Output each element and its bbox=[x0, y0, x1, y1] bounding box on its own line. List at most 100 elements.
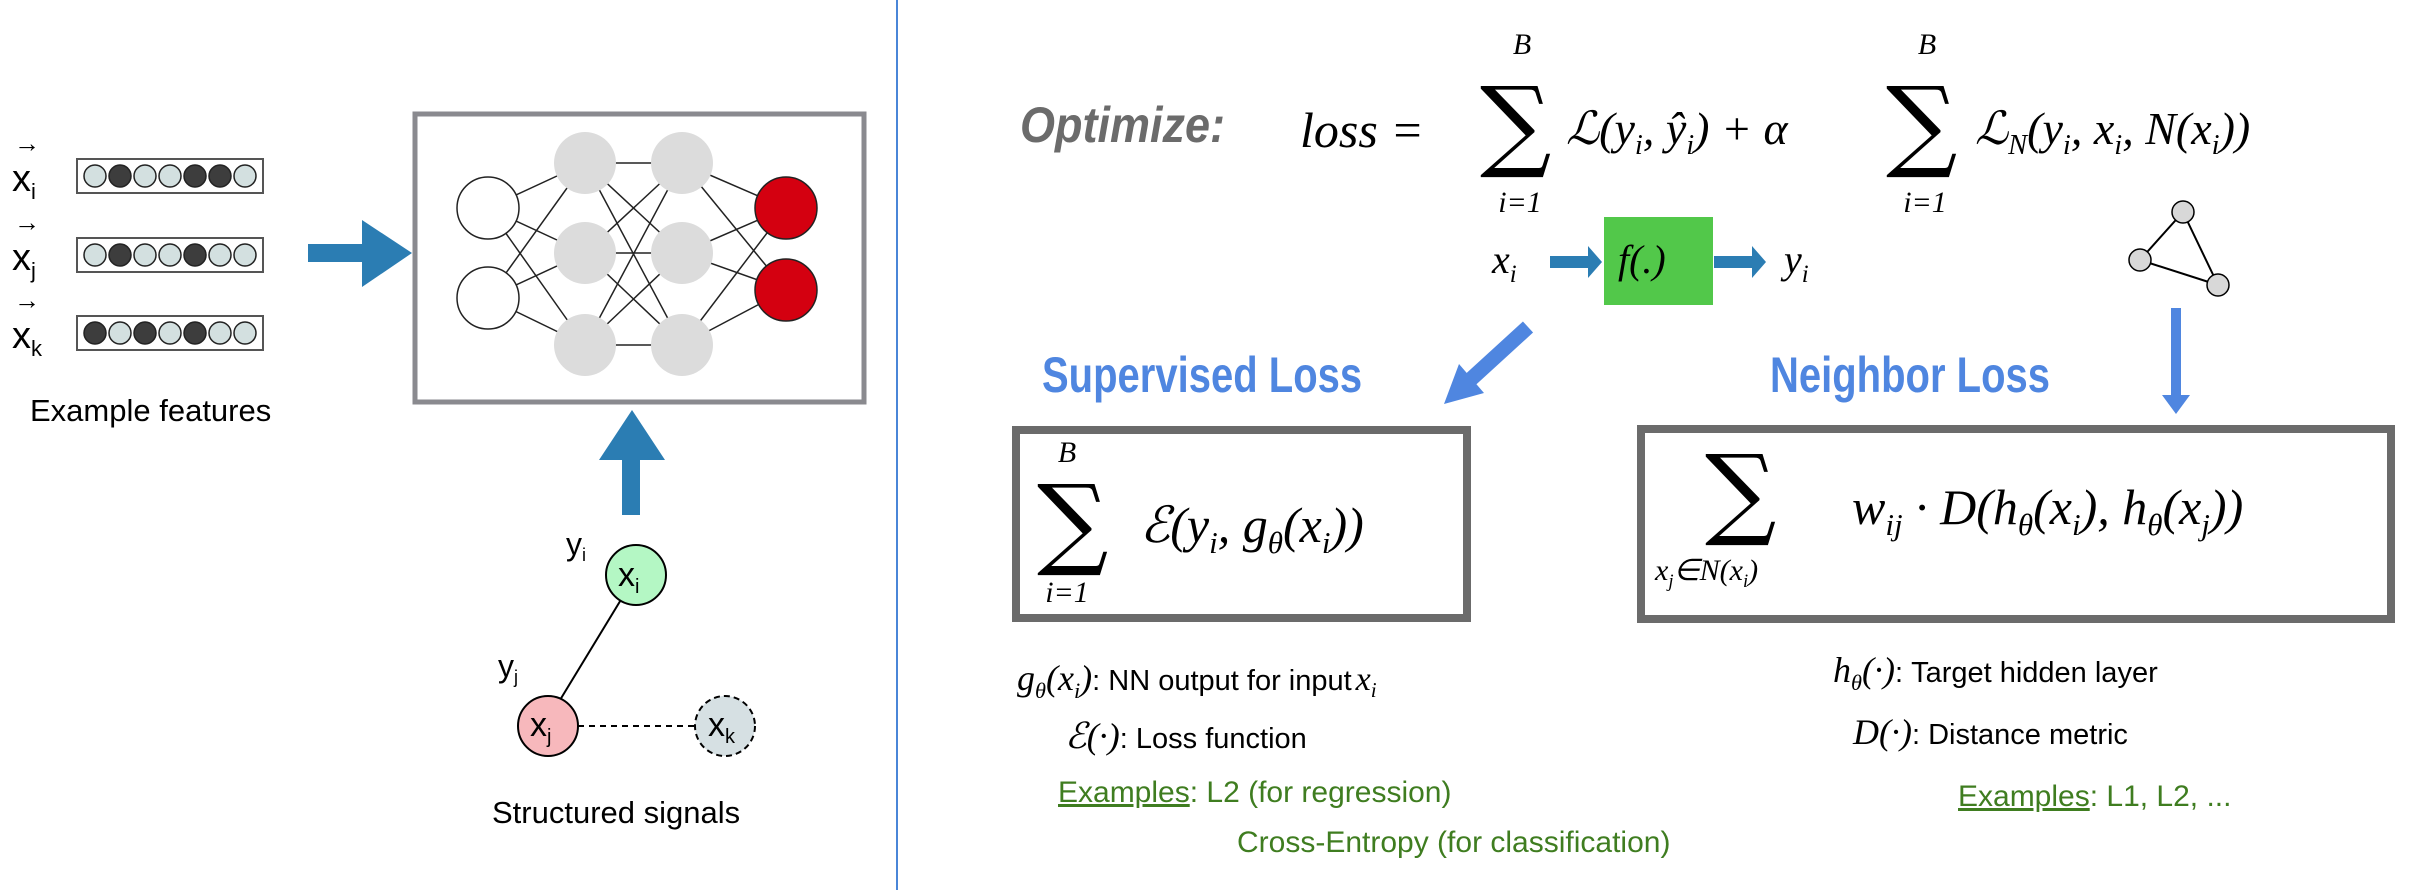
vector-symbol: x bbox=[12, 315, 31, 357]
neighbor-sum-icon: ∑ bbox=[1705, 433, 1777, 550]
hidden-node-1 bbox=[554, 132, 616, 194]
hidden-node-2 bbox=[651, 222, 713, 284]
graph-node-i-label: xi bbox=[618, 556, 640, 598]
math-text: , x bbox=[2070, 103, 2115, 154]
hidden-node-1 bbox=[554, 222, 616, 284]
math-text: h bbox=[1833, 650, 1851, 690]
feature-vectors bbox=[76, 158, 264, 351]
note-text: : Distance metric bbox=[1911, 719, 2128, 751]
neural-network-box bbox=[412, 111, 867, 405]
supervised-examples: Examples: L2 (for regression) bbox=[1058, 778, 1452, 808]
examples-text: : L1, L2, ... bbox=[2089, 780, 2232, 813]
examples-label: Examples bbox=[1058, 776, 1190, 809]
math-text: ℒ(y bbox=[1566, 103, 1635, 154]
examples-label: Examples bbox=[1958, 780, 2090, 813]
feature-off bbox=[133, 243, 157, 267]
math-text: w bbox=[1852, 479, 1886, 535]
graph-node-k-label: xk bbox=[708, 706, 735, 748]
math-subscript: i bbox=[1801, 260, 1809, 288]
vector-arrow-icon: → bbox=[14, 128, 40, 158]
supervised-examples-second: Cross-Entropy (for classification) bbox=[1237, 826, 1671, 859]
feature-on bbox=[208, 164, 232, 188]
math-subscript: j bbox=[1668, 570, 1674, 592]
math-text: x bbox=[1492, 237, 1510, 282]
neighbor-loss-box bbox=[1637, 425, 2395, 623]
graph-node-j-label: xj bbox=[530, 706, 552, 748]
vector-symbol: x bbox=[12, 237, 31, 279]
math-subscript: i bbox=[2211, 129, 2220, 161]
feature-off bbox=[233, 321, 257, 345]
math-subscript: i bbox=[1686, 129, 1695, 161]
sum1-lower: i=1 bbox=[1498, 186, 1542, 219]
math-text: (x bbox=[1282, 497, 1322, 553]
feature-off bbox=[108, 321, 132, 345]
math-subscript: N bbox=[2008, 129, 2028, 161]
math-subscript: i bbox=[1073, 677, 1081, 703]
sum2-icon: ∑ bbox=[1886, 65, 1958, 182]
feature-off bbox=[233, 164, 257, 188]
hidden-node-1 bbox=[554, 314, 616, 376]
math-text: x bbox=[1355, 661, 1371, 698]
note-h-theta: hθ(·): Target hidden layer bbox=[1833, 650, 2158, 693]
graph-node-i bbox=[605, 544, 667, 606]
output-node bbox=[754, 258, 818, 322]
graph-label-yj: yj bbox=[498, 648, 518, 688]
supervised-arrow-icon bbox=[1444, 364, 1484, 404]
vector-arrow-icon: → bbox=[14, 207, 40, 237]
math-subscript: i bbox=[1370, 678, 1377, 703]
supervised-sum-icon: ∑ bbox=[1037, 463, 1109, 580]
feature-vector-label: → xj bbox=[12, 209, 40, 281]
loss-term-supervised: ℒ(yi, ŷi) + α bbox=[1566, 103, 1788, 160]
math-subscript: i bbox=[2071, 506, 2081, 542]
note-trailing: xi bbox=[1355, 661, 1377, 701]
math-text: )) bbox=[2209, 479, 2244, 535]
math-subscript: θ bbox=[2017, 506, 2034, 542]
math-text: y bbox=[1784, 237, 1802, 282]
feature-off bbox=[83, 243, 107, 267]
input-node bbox=[456, 176, 520, 240]
feature-off bbox=[233, 243, 257, 267]
examples-first: : L2 (for regression) bbox=[1189, 776, 1452, 809]
math-text: D(·) bbox=[1853, 712, 1912, 752]
feature-off bbox=[158, 321, 182, 345]
graph-node-j bbox=[517, 695, 579, 757]
flow-output: yi bbox=[1784, 237, 1809, 287]
neighbor-arrow-shaft bbox=[2171, 308, 2181, 396]
note-distance-metric: D(·): Distance metric bbox=[1853, 714, 2128, 750]
graph-label-yi: yi bbox=[566, 526, 586, 566]
neighbor-sum-lower: xj∈N(xi) bbox=[1655, 554, 1759, 591]
math-subscript: i bbox=[1634, 129, 1643, 161]
math-text: ), h bbox=[2080, 479, 2148, 535]
math-text: ) bbox=[1748, 554, 1759, 587]
hidden-node-2 bbox=[651, 314, 713, 376]
note-symbol: ℰ(·) bbox=[1065, 716, 1120, 756]
math-subscript: i bbox=[1209, 524, 1218, 560]
neural-network bbox=[456, 132, 818, 376]
neighbor-examples: Examples: L1, L2, ... bbox=[1958, 782, 2231, 812]
supervised-loss-formula: ℰ(yi, gθ(xi)) bbox=[1140, 497, 1364, 558]
math-subscript: j bbox=[2201, 506, 2210, 542]
feature-on bbox=[133, 321, 157, 345]
feature-vector-label: → xk bbox=[12, 287, 42, 359]
flow-arrow-in-icon bbox=[1550, 246, 1602, 278]
math-text: , N(x bbox=[2122, 103, 2212, 154]
signals-caption: Structured signals bbox=[492, 795, 741, 830]
math-text: ℰ(y bbox=[1140, 497, 1210, 553]
math-subscript: θ bbox=[1267, 524, 1283, 560]
math-text: ) bbox=[1080, 658, 1093, 698]
math-text: , ŷ bbox=[1642, 103, 1687, 154]
note-symbol: D(·) bbox=[1853, 712, 1912, 752]
feature-on bbox=[183, 243, 207, 267]
math-text: (x bbox=[2033, 479, 2072, 535]
loss-lhs: loss = bbox=[1300, 102, 1425, 158]
loss-term-neighbor: ℒN(yi, xi, N(xi)) bbox=[1975, 103, 2250, 160]
feature-on bbox=[108, 164, 132, 188]
features-caption: Example features bbox=[30, 393, 272, 428]
math-text: ℒ bbox=[1975, 103, 2009, 154]
vector-symbol: x bbox=[12, 158, 31, 200]
feature-off bbox=[208, 243, 232, 267]
feature-off bbox=[208, 321, 232, 345]
graph-node-k bbox=[694, 695, 756, 757]
note-symbol: hθ(·) bbox=[1833, 650, 1895, 693]
